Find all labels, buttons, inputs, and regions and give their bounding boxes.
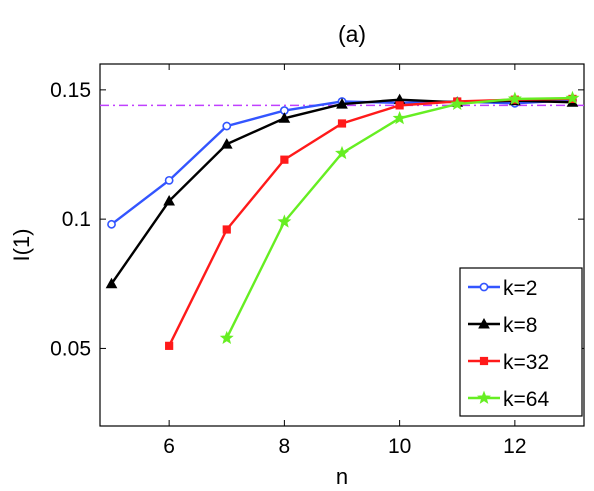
chart-title: (a) [338,21,366,47]
data-point-k-64 [507,91,522,105]
tick-layer: 6 8 10 12 0.05 0.1 0.15 [50,64,584,458]
data-point-k-8 [220,138,233,149]
legend-item-k-2: k=2 [468,277,537,300]
data-point-k-32 [222,225,231,234]
legend-item-k-8: k=8 [468,314,537,337]
y-axis-label: I(1) [9,229,34,262]
data-point-k-32 [280,155,289,164]
y-tick-label: 0.15 [50,79,91,102]
y-tick-label: 0.05 [50,337,91,360]
legend-label-k-2: k=2 [503,277,537,300]
legend-marker-k-8 [478,317,490,329]
data-point-k-64 [565,90,580,105]
x-axis-label: n [336,464,348,489]
data-point-k-8 [278,112,291,123]
legend-marker-k-2 [479,282,489,292]
x-tick-label: 6 [163,435,175,458]
legend: k=2 k=8 k=32 k=64 [459,267,583,417]
data-point-k-8 [105,277,118,289]
data-point-k-2 [164,175,174,185]
x-tick-label: 12 [503,435,526,458]
legend-label-k-64: k=64 [503,388,549,411]
legend-label-k-32: k=32 [503,351,549,374]
legend-items: k=2 k=8 k=32 k=64 [468,277,549,411]
data-point-k-64 [335,145,349,160]
data-point-k-2 [107,219,116,229]
data-point-k-8 [336,98,348,109]
x-tick-label: 8 [279,435,291,458]
plot-area: 6 8 10 12 0.05 0.1 0.15 [50,63,585,458]
series-layer [105,90,580,350]
legend-label-k-8: k=8 [503,314,537,337]
data-point-k-8 [163,195,175,206]
legend-box [459,267,583,417]
legend-item-k-32: k=32 [468,351,549,374]
data-point-k-2 [222,121,232,131]
data-point-k-32 [337,119,347,128]
x-tick-label: 10 [388,435,411,458]
legend-item-k-64: k=64 [468,388,549,411]
y-tick-label: 0.1 [62,208,91,231]
data-point-k-32 [395,101,404,110]
legend-marker-k-64 [477,390,491,404]
data-point-k-64 [392,110,407,125]
legend-marker-k-32 [479,356,489,366]
data-point-k-32 [165,341,174,350]
series-k-64 [219,90,580,345]
data-point-k-64 [219,330,234,345]
data-point-k-64 [277,214,292,228]
data-point-k-64 [450,96,465,111]
